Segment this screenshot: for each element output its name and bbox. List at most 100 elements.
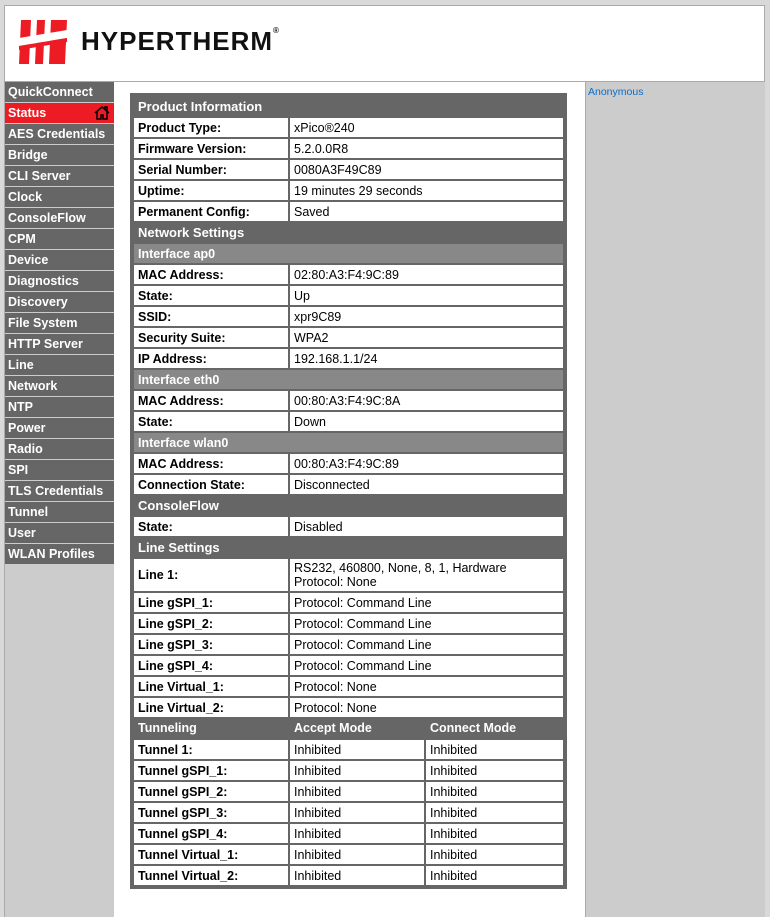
sidebar-item-label: Tunnel xyxy=(8,505,49,519)
section-header: Product Information xyxy=(134,97,563,116)
row-label: State: xyxy=(134,286,288,305)
sidebar-item-aes-credentials[interactable]: AES Credentials xyxy=(5,124,114,144)
main-content: Product Information Product Type: xPico®24… xyxy=(114,82,585,917)
row-label: Line gSPI_4: xyxy=(134,656,288,675)
row-value: 192.168.1.1/24 xyxy=(290,349,563,368)
section-title: Network Settings xyxy=(134,223,563,242)
sidebar-item-line[interactable]: Line xyxy=(5,355,114,375)
row-label: Tunnel gSPI_1: xyxy=(134,761,288,780)
row-value: Disabled xyxy=(290,517,563,536)
sidebar-item-status[interactable]: Status xyxy=(5,103,114,123)
sidebar-item-quickconnect[interactable]: QuickConnect xyxy=(5,82,114,102)
row-value: 0080A3F49C89 xyxy=(290,160,563,179)
home-icon[interactable] xyxy=(94,106,110,120)
row-label: Firmware Version: xyxy=(134,139,288,158)
sidebar-item-label: TLS Credentials xyxy=(8,484,104,498)
row-value: Saved xyxy=(290,202,563,221)
section-header: Network Settings xyxy=(134,223,563,242)
row-label: Tunnel gSPI_2: xyxy=(134,782,288,801)
row-label: IP Address: xyxy=(134,349,288,368)
sidebar-item-radio[interactable]: Radio xyxy=(5,439,114,459)
section-title: Interface eth0 xyxy=(134,370,563,389)
sidebar-item-spi[interactable]: SPI xyxy=(5,460,114,480)
sidebar-item-discovery[interactable]: Discovery xyxy=(5,292,114,312)
connect-mode-value: Inhibited xyxy=(426,761,563,780)
sidebar-item-wlan-profiles[interactable]: WLAN Profiles xyxy=(5,544,114,564)
sidebar-item-label: Radio xyxy=(8,442,43,456)
sidebar-item-file-system[interactable]: File System xyxy=(5,313,114,333)
connect-mode-value: Inhibited xyxy=(426,803,563,822)
sidebar-item-label: AES Credentials xyxy=(8,127,106,141)
sidebar-item-ntp[interactable]: NTP xyxy=(5,397,114,417)
sidebar-item-tunnel[interactable]: Tunnel xyxy=(5,502,114,522)
table-row: Product Type: xPico®240 xyxy=(134,118,563,137)
section-header: Line Settings xyxy=(134,538,563,557)
accept-mode-value: Inhibited xyxy=(290,782,424,801)
row-label: MAC Address: xyxy=(134,454,288,473)
accept-mode-value: Inhibited xyxy=(290,761,424,780)
row-label: State: xyxy=(134,412,288,431)
sidebar-item-cpm[interactable]: CPM xyxy=(5,229,114,249)
accept-mode-value: Inhibited xyxy=(290,740,424,759)
page-frame: HYPERTHERM® QuickConnect Status AES Creden… xyxy=(4,5,765,917)
connect-mode-value: Inhibited xyxy=(426,824,563,843)
sidebar-item-label: Clock xyxy=(8,190,43,204)
table-row: MAC Address: 00:80:A3:F4:9C:8A xyxy=(134,391,563,410)
sidebar-item-label: User xyxy=(8,526,36,540)
sidebar-item-label: WLAN Profiles xyxy=(8,547,95,561)
sidebar-item-label: Line xyxy=(8,358,34,372)
sidebar-item-cli-server[interactable]: CLI Server xyxy=(5,166,114,186)
sidebar-item-user[interactable]: User xyxy=(5,523,114,543)
sidebar-item-power[interactable]: Power xyxy=(5,418,114,438)
section-header: ConsoleFlow xyxy=(134,496,563,515)
column-header: Accept Mode xyxy=(290,719,424,738)
accept-mode-value: Inhibited xyxy=(290,866,424,885)
row-value: Disconnected xyxy=(290,475,563,494)
section-title: Interface ap0 xyxy=(134,244,563,263)
user-link[interactable]: Anonymous xyxy=(588,86,644,98)
sidebar-item-device[interactable]: Device xyxy=(5,250,114,270)
table-row: Permanent Config: Saved xyxy=(134,202,563,221)
subsection-header: Interface wlan0 xyxy=(134,433,563,452)
row-value-line: Protocol: None xyxy=(294,575,377,589)
sidebar-item-network[interactable]: Network xyxy=(5,376,114,396)
table-row: State: Disabled xyxy=(134,517,563,536)
sidebar: QuickConnect Status AES Credentials Bridge C… xyxy=(5,82,114,917)
sidebar-item-bridge[interactable]: Bridge xyxy=(5,145,114,165)
table-row: Tunnel Virtual_2: Inhibited Inhibited xyxy=(134,866,563,885)
connect-mode-value: Inhibited xyxy=(426,866,563,885)
table-row: Firmware Version: 5.2.0.0R8 xyxy=(134,139,563,158)
sidebar-item-diagnostics[interactable]: Diagnostics xyxy=(5,271,114,291)
sidebar-item-label: Device xyxy=(8,253,49,267)
table-row: Tunnel Virtual_1: Inhibited Inhibited xyxy=(134,845,563,864)
row-label: Tunnel Virtual_2: xyxy=(134,866,288,885)
sidebar-item-label: NTP xyxy=(8,400,33,414)
section-title: ConsoleFlow xyxy=(134,496,563,515)
sidebar-item-label: Bridge xyxy=(8,148,48,162)
table-row: Tunnel gSPI_3: Inhibited Inhibited xyxy=(134,803,563,822)
row-label: Permanent Config: xyxy=(134,202,288,221)
table-row: Tunnel gSPI_4: Inhibited Inhibited xyxy=(134,824,563,843)
table-row: Security Suite: WPA2 xyxy=(134,328,563,347)
table-row: Uptime: 19 minutes 29 seconds xyxy=(134,181,563,200)
subsection-header: Interface ap0 xyxy=(134,244,563,263)
connect-mode-value: Inhibited xyxy=(426,845,563,864)
row-label: Connection State: xyxy=(134,475,288,494)
sidebar-item-http-server[interactable]: HTTP Server xyxy=(5,334,114,354)
row-value: 19 minutes 29 seconds xyxy=(290,181,563,200)
sidebar-item-clock[interactable]: Clock xyxy=(5,187,114,207)
sidebar-item-label: CLI Server xyxy=(8,169,71,183)
accept-mode-value: Inhibited xyxy=(290,803,424,822)
row-label: Line gSPI_2: xyxy=(134,614,288,633)
row-value: Protocol: Command Line xyxy=(290,593,563,612)
table-row: SSID: xpr9C89 xyxy=(134,307,563,326)
sidebar-item-consoleflow[interactable]: ConsoleFlow xyxy=(5,208,114,228)
table-row: Line 1: RS232, 460800, None, 8, 1, Hardwa… xyxy=(134,559,563,591)
row-value: Protocol: Command Line xyxy=(290,635,563,654)
row-value: 00:80:A3:F4:9C:8A xyxy=(290,391,563,410)
header: HYPERTHERM® xyxy=(5,6,764,82)
sidebar-item-tls-credentials[interactable]: TLS Credentials xyxy=(5,481,114,501)
user-panel: Anonymous xyxy=(585,82,765,917)
connect-mode-value: Inhibited xyxy=(426,782,563,801)
hypertherm-logo-icon xyxy=(19,20,67,64)
